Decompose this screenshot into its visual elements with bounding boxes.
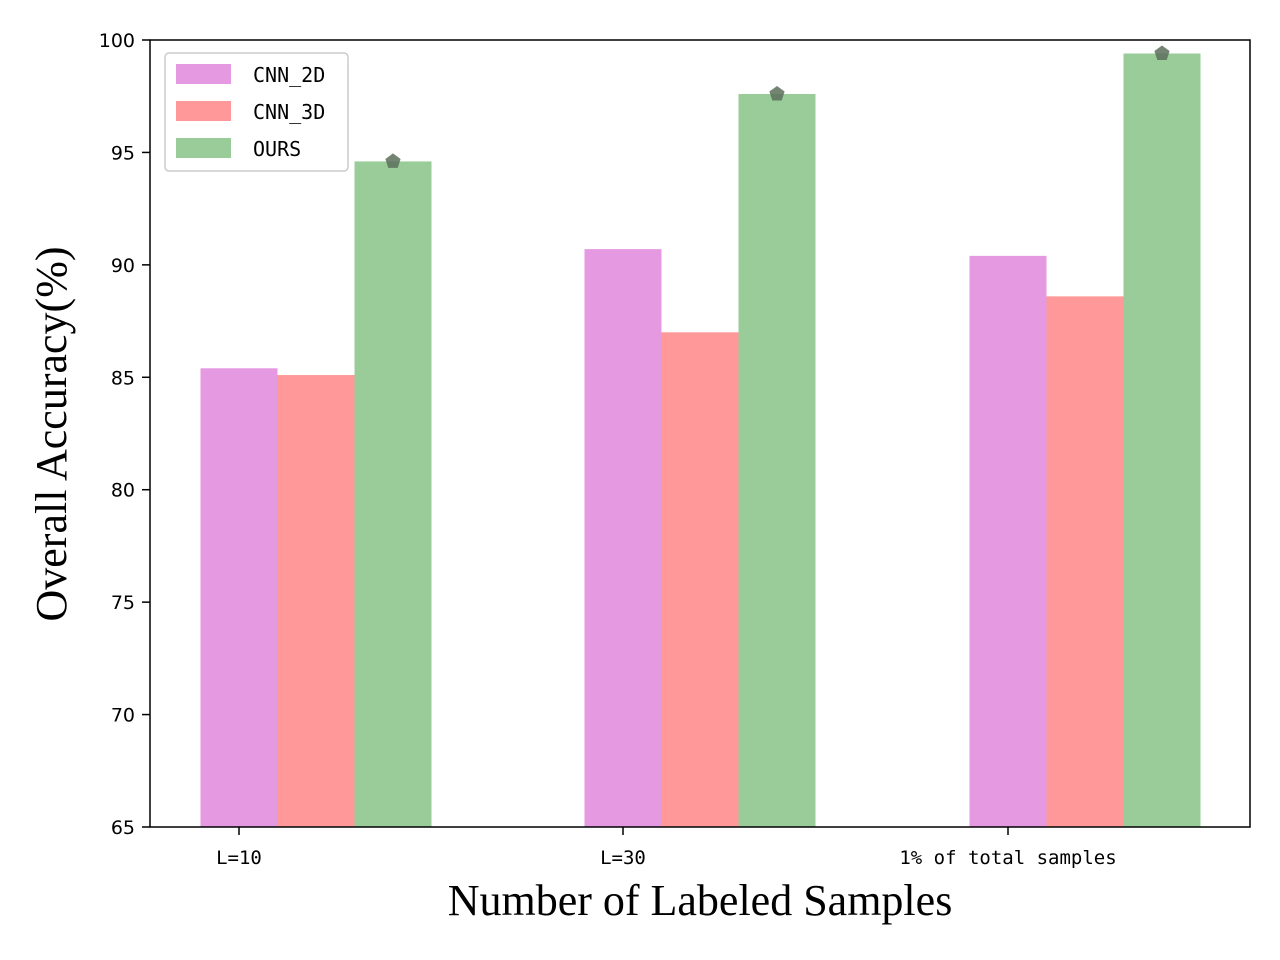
bar-ours-2 xyxy=(738,93,816,828)
x-axis-ticks: L=10 L=30 1% of total samples xyxy=(216,827,1117,869)
y-tick-label: 95 xyxy=(111,142,135,164)
bar-cnn-3d-2 xyxy=(661,332,739,827)
y-tick-label: 75 xyxy=(111,592,135,614)
bar-cnn-3d-3 xyxy=(1046,296,1124,827)
bar-ours-3 xyxy=(1123,53,1201,827)
bar-ours-1 xyxy=(354,161,432,827)
y-axis-ticks: 65 70 75 80 85 90 95 100 xyxy=(99,30,150,839)
bar-cnn-2d-2 xyxy=(584,249,662,828)
plot-frame xyxy=(149,39,1251,828)
x-tick-label: L=10 xyxy=(216,847,262,869)
legend-swatch-cnn-2d xyxy=(176,64,231,84)
legend: CNN_2D CNN_3D OURS xyxy=(164,52,349,172)
x-axis-label: Number of Labeled Samples xyxy=(448,876,953,925)
bars-layer xyxy=(200,53,1201,828)
y-tick-label: 85 xyxy=(111,367,135,389)
markers-layer xyxy=(385,45,1170,168)
bar-cnn-2d-3 xyxy=(969,255,1047,827)
legend-swatch-ours xyxy=(176,138,231,158)
legend-label-cnn-2d: CNN_2D xyxy=(253,63,325,87)
bar-cnn-2d-1 xyxy=(200,368,278,827)
y-tick-label: 90 xyxy=(111,255,135,277)
y-tick-label: 65 xyxy=(111,817,135,839)
legend-label-ours: OURS xyxy=(253,137,301,161)
y-tick-label: 70 xyxy=(111,705,135,727)
peak-marker-1 xyxy=(385,153,401,168)
legend-label-cnn-3d: CNN_3D xyxy=(253,100,325,124)
x-tick-label: 1% of total samples xyxy=(899,847,1116,869)
x-tick-label: L=30 xyxy=(600,847,646,869)
y-axis-label: Overall Accuracy(%) xyxy=(27,246,76,621)
y-tick-label: 100 xyxy=(99,30,135,52)
legend-swatch-cnn-3d xyxy=(176,101,231,121)
peak-marker-3 xyxy=(1154,45,1170,60)
bar-cnn-3d-1 xyxy=(277,375,355,827)
y-tick-label: 80 xyxy=(111,480,135,502)
peak-marker-2 xyxy=(769,85,785,101)
